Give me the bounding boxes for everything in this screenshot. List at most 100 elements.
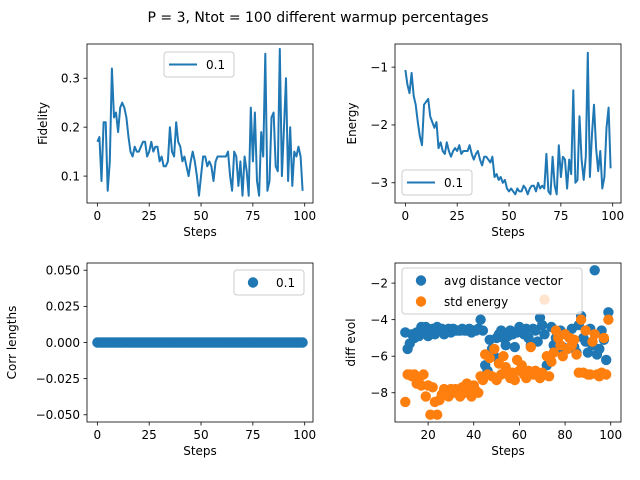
diff-point <box>598 332 610 344</box>
corr-legend-label: 0.1 <box>276 276 295 290</box>
fidelity-ytick-label: 0.3 <box>61 72 80 86</box>
fidelity-xtick-label: 50 <box>193 209 208 223</box>
diff-point <box>477 325 489 336</box>
fidelity-xtick-label: 75 <box>245 209 260 223</box>
diff-panel: 20 40 60 80 100 −8 −6 −4 −2 Steps diff evol avg dis… <box>344 262 622 458</box>
diff-xtick-label: 100 <box>599 428 622 442</box>
diff-point <box>537 319 548 331</box>
energy-xtick-label: 25 <box>450 209 465 223</box>
corr-ytick-label: −0.050 <box>36 408 80 422</box>
diff-ylabel: diff evol <box>344 318 358 366</box>
diff-frame <box>394 262 622 423</box>
corr-xlabel: Steps <box>183 444 217 458</box>
fidelity-ytick-label: 0.1 <box>61 169 80 183</box>
diff-point <box>418 369 429 380</box>
energy-xtick-label: 100 <box>601 209 624 223</box>
diff-ytick-label: −2 <box>370 276 388 290</box>
figure-title: P = 3, Ntot = 100 different warmup perce… <box>148 10 489 26</box>
diff-point <box>525 341 536 353</box>
diff-xtick-label: 20 <box>420 428 435 442</box>
energy-ytick-label: −1 <box>370 60 388 74</box>
diff-point <box>603 307 614 318</box>
diff-point <box>489 343 500 355</box>
diff-xtick-label: 80 <box>557 428 572 442</box>
corr-ytick-label: 0.000 <box>46 336 80 350</box>
diff-point <box>548 347 559 358</box>
corr-legend-box <box>233 269 305 296</box>
fidelity-xtick-label: 100 <box>293 209 316 223</box>
diff-point <box>484 352 495 364</box>
diff-ytick-label: −4 <box>370 313 388 327</box>
diff-point <box>546 356 557 367</box>
corr-legend-swatch <box>247 277 259 288</box>
diff-point <box>473 387 484 398</box>
diff-ytick-label: −8 <box>370 386 388 400</box>
corr-xtick-label: 0 <box>94 428 102 442</box>
corr-xtick-label: 100 <box>293 428 316 442</box>
diff-point <box>603 314 614 325</box>
corr-ylabel: Corr lengths <box>5 306 19 380</box>
energy-xtick-label: 0 <box>402 209 410 223</box>
fidelity-legend-label: 0.1 <box>206 58 225 72</box>
diff-point <box>539 329 550 340</box>
fidelity-ytick-label: 0.2 <box>61 120 80 134</box>
diff-legend-label: std energy <box>444 295 508 309</box>
diff-point <box>601 369 612 380</box>
fidelity-series-line <box>96 47 304 197</box>
diff-legend-swatch <box>415 296 427 307</box>
fidelity-legend: 0.1 <box>163 51 235 78</box>
diff-point <box>420 391 431 402</box>
diff-legend-label: avg distance vector <box>444 274 563 288</box>
fidelity-data <box>96 47 304 197</box>
diff-data <box>400 265 614 420</box>
corr-xtick-label: 50 <box>193 428 208 442</box>
diff-point <box>594 343 605 355</box>
diff-point <box>509 374 520 386</box>
diff-point <box>432 409 443 420</box>
energy-legend-box <box>401 169 473 196</box>
diff-point <box>601 354 612 366</box>
fidelity-ylabel: Fidelity <box>36 102 50 145</box>
diff-ytick-label: −6 <box>370 350 388 364</box>
corr-ytick-label: 0.050 <box>46 264 80 278</box>
energy-ytick-label: −3 <box>370 176 388 190</box>
corr-xtick-label: 25 <box>142 428 157 442</box>
energy-ylabel: Energy <box>345 102 359 144</box>
diff-point <box>509 341 520 353</box>
diff-point <box>575 314 587 325</box>
energy-legend: 0.1 <box>401 169 473 196</box>
fidelity-panel: 0 25 50 75 100 0.1 0.2 0.3 Steps Fidelity 0.1 <box>36 43 316 239</box>
diff-legend: avg distance vector std energy <box>401 267 583 315</box>
corr-data <box>92 337 308 348</box>
diff-point <box>475 314 486 325</box>
fidelity-xtick-label: 0 <box>94 209 102 223</box>
corr-point <box>297 337 308 348</box>
fidelity-xtick-label: 25 <box>142 209 157 223</box>
diff-point <box>569 334 580 345</box>
diff-legend-box <box>401 267 583 315</box>
energy-xtick-label: 50 <box>501 209 516 223</box>
fidelity-xlabel: Steps <box>183 225 217 239</box>
energy-series-line <box>404 51 612 196</box>
diff-point <box>543 371 555 382</box>
energy-xtick-label: 75 <box>553 209 568 223</box>
diff-point <box>589 265 600 276</box>
diff-xtick-label: 60 <box>512 428 527 442</box>
diff-point <box>571 349 582 360</box>
energy-ytick-label: −2 <box>370 118 388 132</box>
diff-point <box>589 329 600 340</box>
diff-point <box>427 382 438 393</box>
energy-panel: 0 25 50 75 100 −3 −2 −1 Steps Energy 0.1 <box>345 43 624 239</box>
energy-legend-label: 0.1 <box>444 176 463 190</box>
diff-point <box>498 351 509 362</box>
energy-frame <box>394 43 622 204</box>
corr-xtick-label: 75 <box>245 428 260 442</box>
fidelity-frame <box>86 43 314 204</box>
energy-data <box>404 51 612 196</box>
corr-ytick-label: 0.025 <box>46 300 80 314</box>
corr-legend: 0.1 <box>233 269 305 296</box>
diff-xtick-label: 40 <box>466 428 481 442</box>
energy-xlabel: Steps <box>491 225 525 239</box>
diff-legend-swatch <box>415 275 427 286</box>
